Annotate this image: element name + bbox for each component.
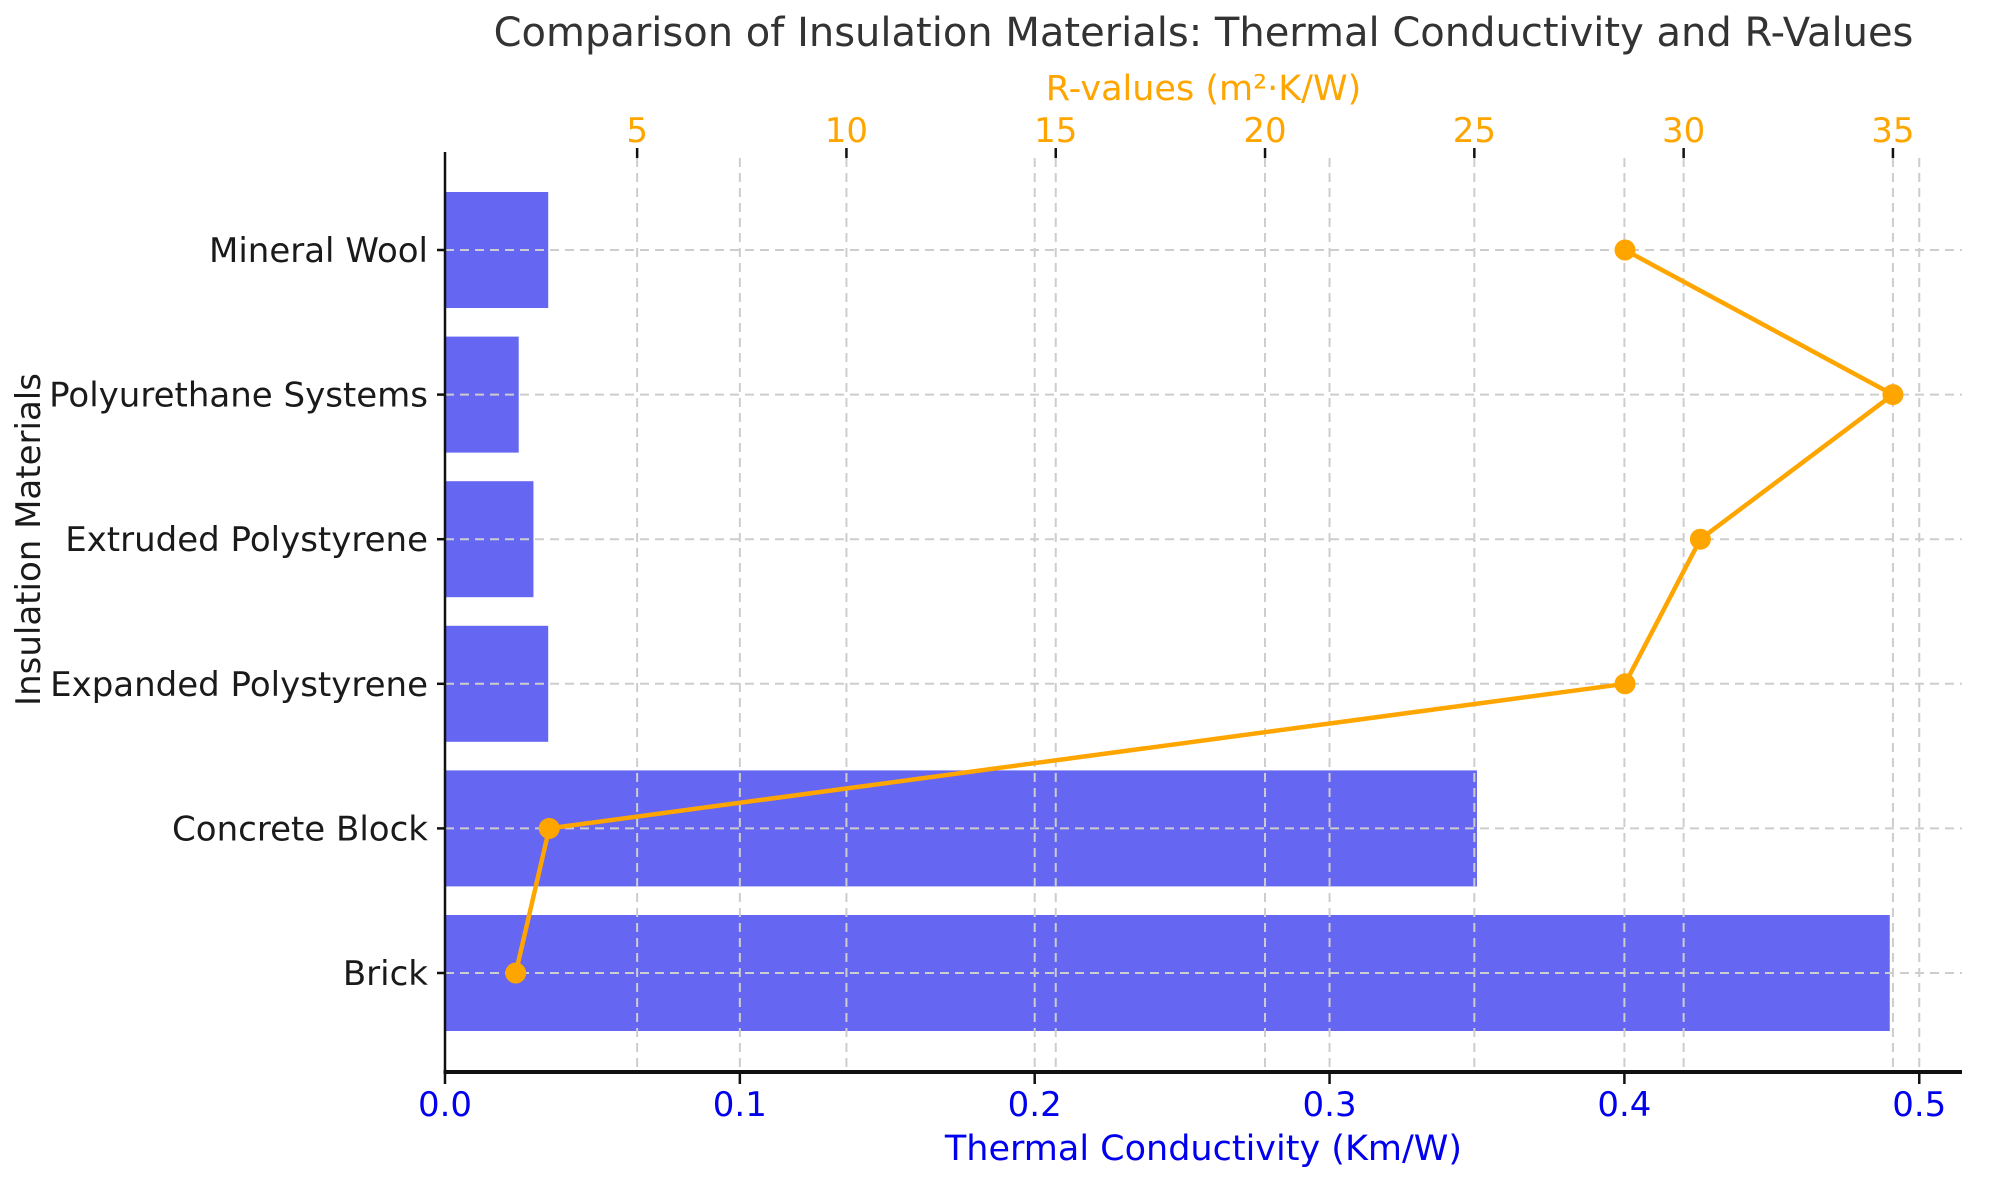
top-tick-label-20: 20: [1243, 111, 1286, 151]
category-label-polyurethane-systems: Polyurethane Systems: [49, 376, 428, 416]
category-label-expanded-polystyrene: Expanded Polystyrene: [50, 665, 428, 705]
axes: [437, 148, 1962, 1084]
thermal-conductivity-bars: [445, 192, 1890, 1031]
bottom-tick-label-0.3: 0.3: [1303, 1085, 1357, 1125]
bottom-tick-label-0.5: 0.5: [1892, 1085, 1946, 1125]
top-tick-label-30: 30: [1662, 111, 1705, 151]
y-axis-label: Insulation Materials: [9, 373, 49, 706]
category-label-extruded-polystyrene: Extruded Polystyrene: [65, 520, 428, 560]
marker-brick: [505, 962, 527, 984]
bottom-axis-label: Thermal Conductivity (Km/W): [944, 1129, 1462, 1169]
bottom-tick-label-0.1: 0.1: [713, 1085, 767, 1125]
bottom-tick-label-0.0: 0.0: [418, 1085, 472, 1125]
top-tick-label-15: 15: [1034, 111, 1077, 151]
r-values-line: [513, 247, 1896, 976]
bottom-tick-label-0.2: 0.2: [1008, 1085, 1062, 1125]
marker-mineral-wool: [1614, 239, 1636, 261]
marker-expanded-polystyrene: [1614, 673, 1636, 695]
category-label-mineral-wool: Mineral Wool: [209, 231, 428, 271]
top-tick-label-10: 10: [825, 111, 868, 151]
category-label-brick: Brick: [343, 954, 428, 994]
bottom-tick-label-0.4: 0.4: [1597, 1085, 1651, 1125]
labels: Comparison of Insulation Materials: Ther…: [9, 10, 1946, 1169]
marker-polyurethane-systems: [1882, 384, 1904, 406]
top-tick-label-5: 5: [626, 111, 648, 151]
marker-concrete-block: [538, 817, 560, 839]
bar-extruded-polystyrene: [445, 481, 534, 598]
top-tick-label-25: 25: [1453, 111, 1496, 151]
top-axis-label: R-values (m²·K/W): [1046, 69, 1361, 109]
gridlines: [445, 158, 1962, 1072]
chart-title: Comparison of Insulation Materials: Ther…: [494, 10, 1914, 56]
category-label-concrete-block: Concrete Block: [172, 809, 428, 849]
top-tick-label-35: 35: [1871, 111, 1914, 151]
marker-extruded-polystyrene: [1689, 528, 1711, 550]
r-values-line-series: [505, 239, 1904, 984]
